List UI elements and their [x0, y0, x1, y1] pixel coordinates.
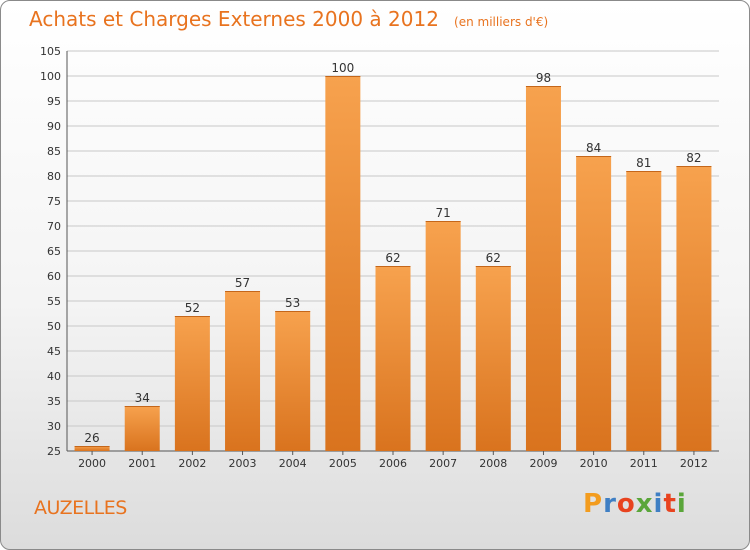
- data-label-2002: 52: [185, 301, 200, 315]
- y-tick-label: 25: [47, 445, 61, 458]
- bar-2006: [375, 266, 411, 451]
- chart-title: Achats et Charges Externes 2000 à 2012: [29, 7, 439, 31]
- x-tick-label: 2003: [229, 457, 257, 470]
- brand-logo-letter: x: [635, 489, 654, 519]
- label-layer: 26 34 52 57 53 100 62 71 62 98 84 81 82: [84, 61, 701, 445]
- y-tick-label: 35: [47, 395, 61, 408]
- data-label-2009: 98: [536, 71, 551, 85]
- title-row: Achats et Charges Externes 2000 à 2012 (…: [29, 7, 548, 31]
- bar-2008: [475, 266, 511, 451]
- x-tick-label: 2000: [78, 457, 106, 470]
- data-label-2001: 34: [135, 391, 150, 405]
- x-tick-label: 2007: [429, 457, 457, 470]
- y-tick-label: 85: [47, 145, 61, 158]
- data-label-2005: 100: [331, 61, 354, 75]
- y-tick-label: 45: [47, 345, 61, 358]
- data-label-2006: 62: [385, 251, 400, 265]
- data-label-2007: 71: [436, 206, 451, 220]
- y-tick-label: 55: [47, 295, 61, 308]
- y-tick-label: 100: [40, 70, 61, 83]
- y-tick-label: 40: [47, 370, 61, 383]
- y-tick-label: 80: [47, 170, 61, 183]
- brand-logo-letter: r: [603, 489, 617, 519]
- bar-2002: [174, 316, 210, 451]
- bar-2005: [325, 76, 361, 451]
- bar-2000: [74, 446, 110, 451]
- commune-name: AUZELLES: [34, 497, 127, 519]
- y-tick-label: 30: [47, 420, 61, 433]
- brand-logo-letter: i: [676, 489, 687, 519]
- data-label-2008: 62: [486, 251, 501, 265]
- bar-2009: [525, 86, 561, 451]
- y-tick-label: 60: [47, 270, 61, 283]
- x-tick-label: 2001: [128, 457, 156, 470]
- bar-2003: [225, 291, 261, 451]
- y-tick-label: 65: [47, 245, 61, 258]
- brand-logo-letter: t: [663, 489, 677, 519]
- axis-layer: 25 30 35 40 45 50 55 60 65 70 75 80 85 90 95 100 105 2000…: [40, 45, 719, 470]
- y-tick-label: 50: [47, 320, 61, 333]
- chart-subtitle: (en milliers d'€): [454, 15, 549, 29]
- data-label-2012: 82: [686, 151, 701, 165]
- data-label-2004: 53: [285, 296, 300, 310]
- data-label-2011: 81: [636, 156, 651, 170]
- bar-layer: [74, 76, 712, 451]
- brand-logo-letter: o: [616, 489, 636, 519]
- bar-2004: [275, 311, 311, 451]
- y-tick-label: 70: [47, 220, 61, 233]
- data-label-2010: 84: [586, 141, 601, 155]
- x-tick-label: 2011: [630, 457, 658, 470]
- bar-2010: [576, 156, 612, 451]
- bar-2011: [626, 171, 662, 451]
- data-label-2003: 57: [235, 276, 250, 290]
- y-tick-label: 95: [47, 95, 61, 108]
- bar-2001: [124, 406, 160, 451]
- x-tick-label: 2005: [329, 457, 357, 470]
- x-tick-label: 2004: [279, 457, 307, 470]
- bar-2012: [676, 166, 712, 451]
- y-tick-label: 105: [40, 45, 61, 58]
- x-tick-label: 2012: [680, 457, 708, 470]
- y-tick-label: 75: [47, 195, 61, 208]
- brand-logo: Proxiti: [583, 489, 687, 519]
- x-tick-label: 2009: [529, 457, 557, 470]
- data-label-2000: 26: [84, 431, 99, 445]
- x-tick-label: 2008: [479, 457, 507, 470]
- brand-logo-letter: i: [653, 489, 664, 519]
- x-tick-label: 2010: [580, 457, 608, 470]
- x-tick-label: 2002: [178, 457, 206, 470]
- x-tick-label: 2006: [379, 457, 407, 470]
- bar-2007: [425, 221, 461, 451]
- brand-logo-letter: P: [583, 489, 604, 519]
- y-tick-label: 90: [47, 120, 61, 133]
